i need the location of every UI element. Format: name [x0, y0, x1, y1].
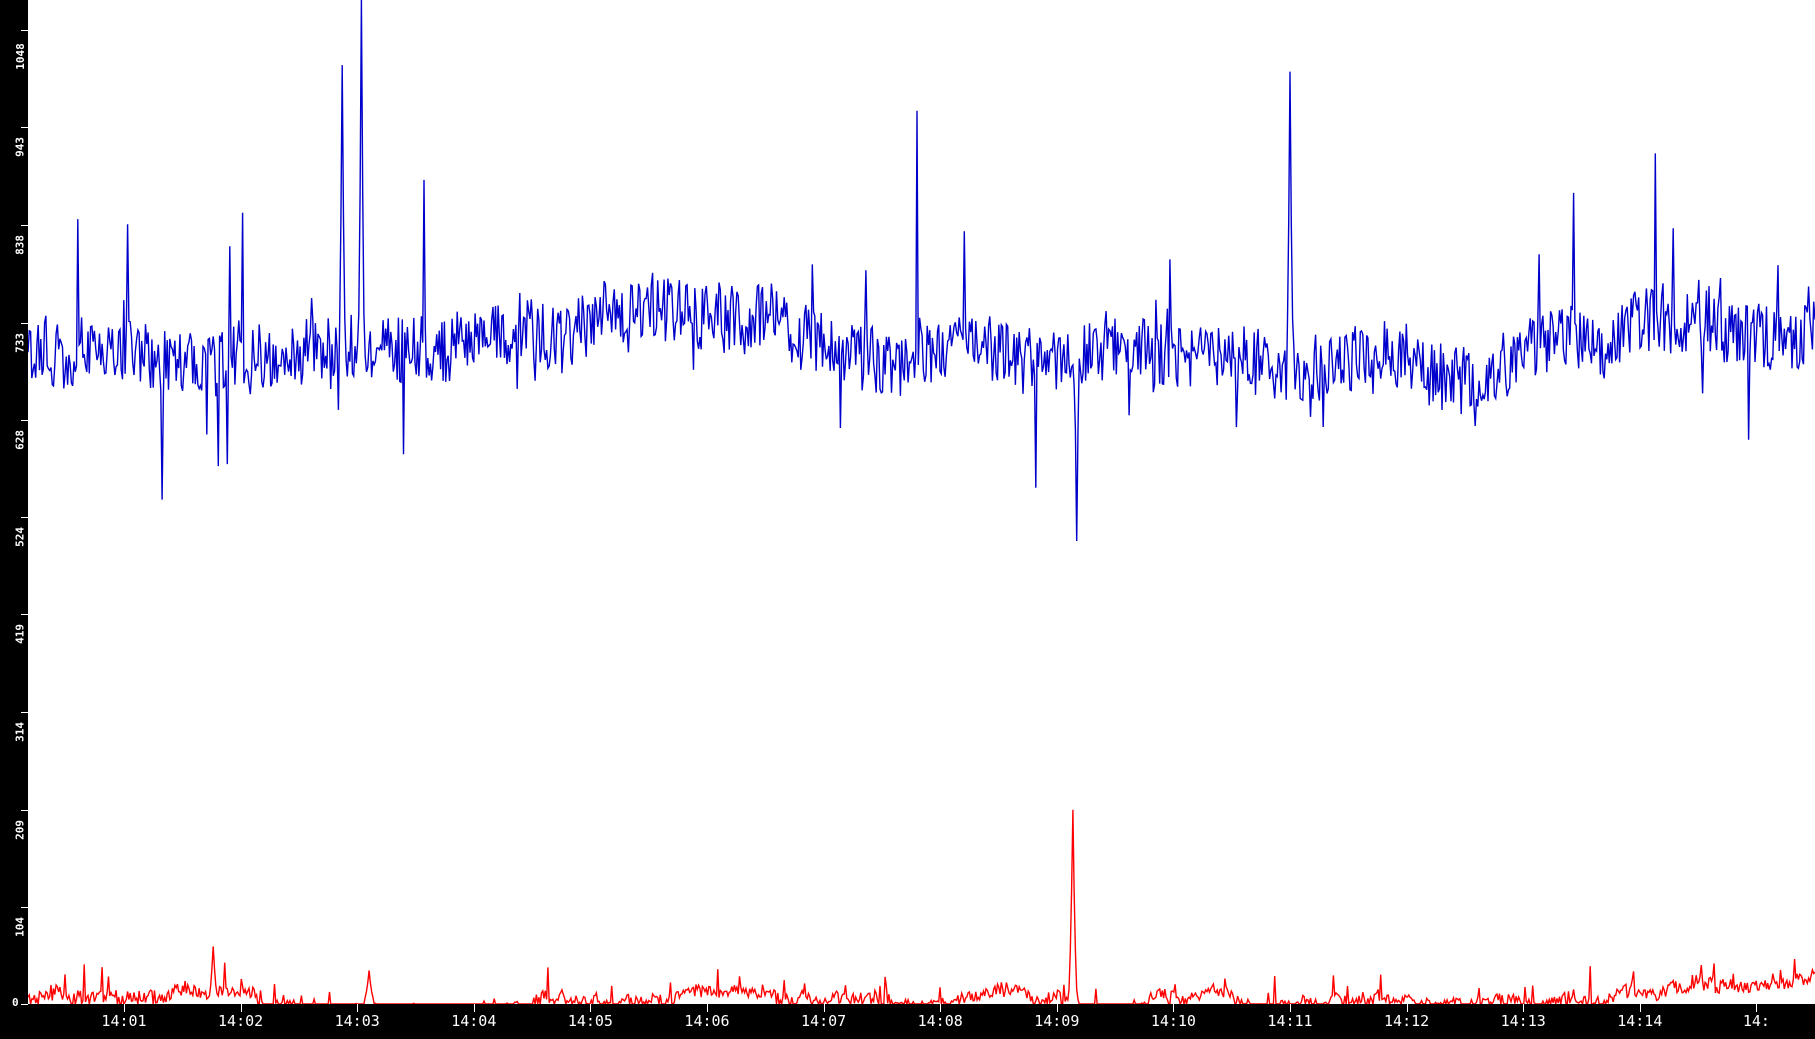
y-axis-tick-label: 419 — [13, 624, 27, 645]
x-axis-tick-label: 14:08 — [917, 1012, 963, 1030]
x-axis-tick-label: 14:09 — [1034, 1012, 1080, 1030]
x-axis-tick-label: 14:10 — [1150, 1012, 1196, 1030]
axis-origin-corner: 0 — [0, 996, 28, 1039]
x-axis-tick-mark — [124, 1004, 125, 1012]
x-axis-tick-label: 14:04 — [451, 1012, 497, 1030]
x-axis-tick-label: 14:14 — [1617, 1012, 1663, 1030]
y-axis-tick-label: 209 — [13, 819, 27, 840]
x-axis-tick-mark — [240, 1004, 242, 1012]
y-axis-tick-mark — [21, 712, 28, 714]
x-axis-tick-label: 14:02 — [218, 1012, 264, 1030]
y-axis-zero-tick-mark — [21, 1004, 28, 1005]
series-red-line — [28, 809, 1815, 1004]
y-axis-tick-label: 838 — [13, 234, 27, 255]
y-axis: 0 104 209 314 419 524 628 733 838 943 1048 — [0, 0, 28, 1039]
y-axis-tick-label: 733 — [13, 332, 27, 353]
x-axis-tick-mark — [707, 1004, 708, 1012]
x-axis-tick-mark — [1756, 1004, 1758, 1012]
x-axis-tick-mark — [1639, 1004, 1641, 1012]
x-axis-tick-label: 14:01 — [101, 1012, 147, 1030]
x-axis-tick-label: 14:12 — [1384, 1012, 1430, 1030]
x-axis-tick-mark — [590, 1004, 592, 1012]
x-axis-tick-label: 14:11 — [1267, 1012, 1313, 1030]
x-axis-tick-mark — [940, 1004, 942, 1012]
plot-svg — [28, 0, 1815, 1004]
plot-area — [28, 0, 1815, 1004]
series-blue-line — [28, 0, 1815, 542]
series-red-group — [28, 809, 1815, 1004]
x-axis-tick-mark — [1290, 1004, 1291, 1012]
x-axis-tick-label: 14:03 — [334, 1012, 380, 1030]
y-axis-zero-label: 0 — [12, 996, 19, 1009]
y-axis-tick-mark — [21, 809, 28, 811]
y-axis-tick-label: 628 — [13, 430, 27, 450]
x-axis-tick-mark — [357, 1004, 359, 1012]
x-axis-tick-label: 14:05 — [567, 1012, 613, 1030]
y-axis-tick-label: 1048 — [13, 42, 27, 70]
y-axis-tick-mark — [21, 29, 28, 31]
y-axis-tick-mark — [21, 322, 28, 324]
x-axis-tick-mark — [1173, 1004, 1175, 1012]
x-axis-tick-mark — [1523, 1004, 1525, 1012]
x-axis-tick-mark — [1056, 1004, 1058, 1012]
x-axis-tick-label: 14:07 — [801, 1012, 847, 1030]
y-axis-tick-mark — [21, 127, 28, 129]
series-blue-group — [28, 0, 1815, 542]
y-axis-tick-label: 104 — [13, 917, 27, 938]
y-axis-tick-mark — [21, 614, 28, 616]
x-axis-tick-label: 14:13 — [1500, 1012, 1546, 1030]
y-axis-tick-mark — [21, 420, 28, 422]
x-axis-tick-mark — [473, 1004, 475, 1012]
x-axis: 14:01 14:02 14:03 14:04 14:05 14:06 14:07 14:08… — [0, 1004, 1815, 1039]
x-axis-tick-mark — [823, 1004, 825, 1012]
x-axis-tick-label: 14: — [1742, 1012, 1770, 1030]
y-axis-tick-label: 943 — [13, 137, 27, 158]
y-axis-tick-mark — [21, 516, 28, 518]
y-axis-tick-label: 524 — [13, 526, 27, 547]
x-axis-tick-label: 14:06 — [684, 1012, 730, 1030]
y-axis-tick-mark — [21, 224, 28, 226]
y-axis-tick-mark — [21, 907, 28, 909]
y-axis-tick-label: 314 — [13, 722, 27, 742]
x-axis-tick-mark — [1406, 1004, 1408, 1012]
